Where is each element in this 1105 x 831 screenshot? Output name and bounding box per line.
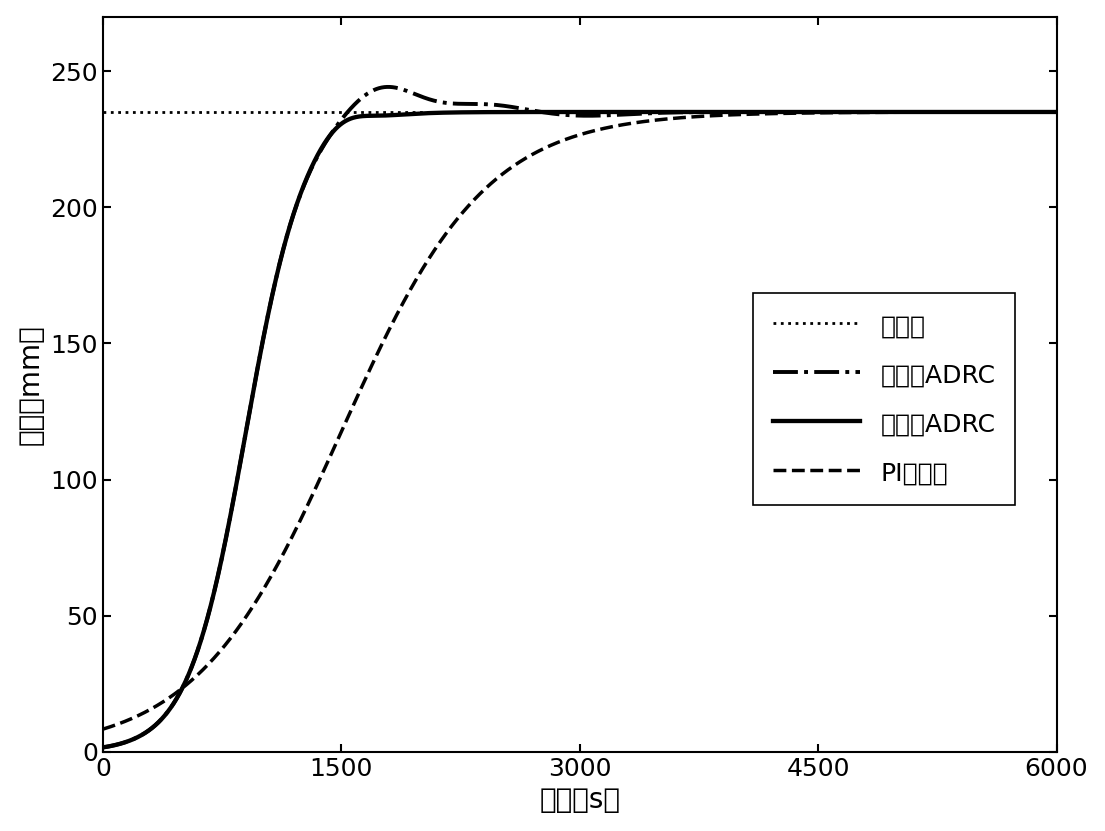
X-axis label: 时间（s）: 时间（s） <box>539 786 620 814</box>
无模型ADRC <box>562 111 576 120</box>
PI控制器 <box>101 723 114 733</box>
设定值 <box>96 107 109 117</box>
Y-axis label: 液位（mm）: 液位（mm） <box>17 324 44 445</box>
无模型ADRC <box>283 221 296 231</box>
有模型ADRC <box>1050 107 1063 117</box>
Line: PI控制器: PI控制器 <box>103 112 1056 729</box>
无模型ADRC <box>999 107 1012 117</box>
无模型ADRC <box>1050 107 1063 117</box>
PI控制器 <box>283 536 296 546</box>
有模型ADRC <box>283 221 296 231</box>
有模型ADRC <box>136 730 149 740</box>
无模型ADRC <box>154 715 167 725</box>
PI控制器 <box>154 699 167 709</box>
有模型ADRC <box>101 742 114 752</box>
有模型ADRC <box>154 715 167 725</box>
有模型ADRC <box>999 107 1012 117</box>
PI控制器 <box>136 709 149 719</box>
设定值 <box>96 107 109 117</box>
无模型ADRC <box>96 742 109 752</box>
有模型ADRC <box>562 107 576 117</box>
无模型ADRC <box>381 82 394 92</box>
PI控制器 <box>562 133 576 143</box>
PI控制器 <box>96 724 109 734</box>
无模型ADRC <box>136 730 149 740</box>
无模型ADRC <box>101 742 114 752</box>
有模型ADRC <box>96 742 109 752</box>
Legend: 设定值, 无模型ADRC, 有模型ADRC, PI控制器: 设定值, 无模型ADRC, 有模型ADRC, PI控制器 <box>753 293 1015 505</box>
PI控制器 <box>1050 107 1063 117</box>
Line: 有模型ADRC: 有模型ADRC <box>103 112 1056 747</box>
PI控制器 <box>999 107 1012 117</box>
Line: 无模型ADRC: 无模型ADRC <box>103 87 1056 747</box>
